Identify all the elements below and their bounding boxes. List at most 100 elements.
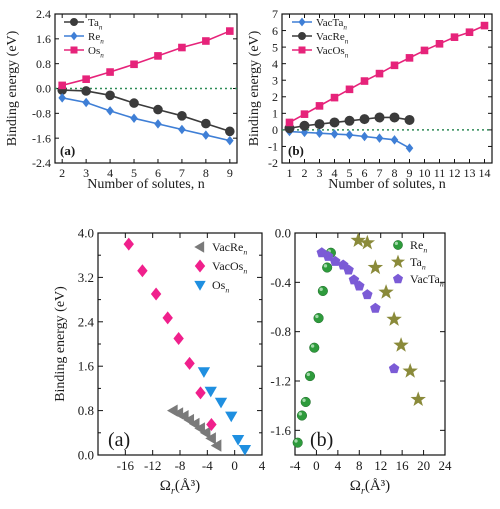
marker-diamond bbox=[315, 128, 324, 138]
x-tick-label: 8 bbox=[356, 458, 363, 473]
x-tick-label: 6 bbox=[155, 166, 161, 180]
y-tick-label: -1.2 bbox=[270, 374, 291, 389]
marker-square bbox=[202, 37, 210, 45]
marker-circle bbox=[201, 118, 211, 129]
marker-sphere-shine bbox=[306, 372, 310, 377]
legend-label: VacOsn bbox=[212, 259, 247, 276]
y-tick-label: 2.4 bbox=[36, 7, 51, 21]
marker-triangle-down bbox=[238, 444, 252, 456]
marker-pentagon bbox=[329, 255, 341, 266]
marker-circle bbox=[177, 111, 187, 121]
series-line bbox=[61, 30, 231, 87]
y-tick-label: -1.6 bbox=[32, 131, 51, 145]
marker-circle bbox=[329, 117, 340, 128]
marker-circle bbox=[374, 112, 385, 123]
marker-diamond bbox=[194, 259, 206, 273]
x-tick-label: -4 bbox=[202, 458, 213, 473]
x-tick-label: 2 bbox=[302, 166, 308, 180]
x-axis-label: Ωr(Å³) bbox=[350, 478, 390, 497]
x-axis-label-symbol: Ω bbox=[350, 478, 361, 494]
marker-square bbox=[360, 77, 369, 85]
x-tick-label: 10 bbox=[419, 166, 431, 180]
legend-label-main: VacTa bbox=[316, 17, 343, 29]
marker-diamond bbox=[345, 130, 354, 140]
marker-circle bbox=[344, 115, 355, 126]
x-tick-label: 20 bbox=[417, 458, 430, 473]
marker-star bbox=[386, 311, 402, 326]
marker-circle bbox=[225, 126, 235, 137]
x-tick-label: 4 bbox=[259, 458, 266, 473]
legend-label-main: VacOs bbox=[316, 45, 345, 57]
marker-circle bbox=[81, 86, 91, 96]
marker-pentagon bbox=[343, 264, 354, 275]
marker-pentagon bbox=[322, 250, 334, 261]
marker-square bbox=[154, 52, 162, 60]
marker-pentagon bbox=[388, 363, 400, 374]
marker-diamond bbox=[106, 106, 114, 116]
y-tick-label: 5 bbox=[272, 40, 278, 54]
marker-circle bbox=[298, 32, 306, 40]
marker-circle bbox=[314, 119, 325, 130]
marker-diamond bbox=[154, 119, 162, 129]
marker-square bbox=[70, 46, 78, 54]
marker-circle bbox=[105, 90, 115, 101]
legend-label: Osn bbox=[212, 278, 229, 295]
plot-frame bbox=[281, 13, 493, 164]
legend-label-main: Ta bbox=[88, 17, 99, 29]
y-tick-label: -2 bbox=[268, 156, 278, 170]
marker-triangle-left bbox=[199, 426, 211, 439]
x-tick-label: 24 bbox=[439, 458, 453, 473]
legend-label-sub: n bbox=[100, 51, 104, 59]
legend-label: Ren bbox=[88, 31, 104, 45]
marker-circle bbox=[153, 104, 163, 115]
legend-label: VacRen bbox=[212, 240, 247, 257]
legend-label: VacOsn bbox=[316, 45, 349, 59]
y-tick-label: 4.0 bbox=[78, 226, 94, 241]
marker-diamond bbox=[202, 130, 210, 140]
marker-triangle-left bbox=[205, 432, 216, 445]
marker-pentagon bbox=[354, 280, 365, 291]
marker-diamond bbox=[226, 135, 234, 146]
legend-label: VacTan bbox=[316, 17, 347, 31]
x-tick-label: 9 bbox=[407, 166, 413, 180]
marker-diamond bbox=[173, 331, 184, 345]
marker-square bbox=[106, 68, 114, 76]
x-tick-label: 3 bbox=[83, 166, 89, 180]
chart-top-right: 1 2 3 4 5 6 7 8 9 10 11 12 13 14-2-101234567VacTanVac… bbox=[247, 7, 493, 192]
panel-label: (a) bbox=[60, 143, 75, 158]
marker-triangle-down bbox=[197, 367, 211, 378]
marker-square bbox=[226, 27, 234, 35]
x-tick-label: 4 bbox=[332, 166, 338, 180]
x-axis-label: Number of solutes, n bbox=[87, 177, 204, 192]
marker-circle bbox=[389, 112, 400, 123]
marker-sphere bbox=[300, 396, 311, 408]
legend-label-main: VacRe bbox=[212, 240, 243, 254]
x-tick-label: 7 bbox=[377, 166, 383, 180]
marker-diamond bbox=[178, 124, 186, 135]
marker-diamond bbox=[298, 17, 306, 27]
marker-square bbox=[330, 93, 339, 102]
marker-sphere-shine bbox=[310, 344, 315, 348]
marker-pentagon bbox=[362, 289, 373, 300]
legend-label-main: VacOs bbox=[212, 259, 244, 273]
plot-frame bbox=[294, 232, 446, 456]
marker-diamond bbox=[184, 356, 195, 370]
marker-diamond bbox=[123, 237, 134, 251]
marker-diamond bbox=[70, 31, 78, 41]
legend-label-sub: n bbox=[422, 263, 426, 272]
marker-diamond bbox=[360, 131, 369, 142]
y-tick-label: -0.8 bbox=[32, 107, 51, 121]
y-axis-label: Binding energy (eV) bbox=[5, 30, 20, 146]
panel-label: (b) bbox=[288, 143, 304, 158]
marker-square bbox=[450, 33, 459, 41]
y-tick-label: -2.4 bbox=[32, 156, 51, 170]
y-tick-label: 2 bbox=[272, 90, 278, 104]
x-tick-label: 2 bbox=[59, 166, 65, 180]
marker-triangle-down bbox=[225, 411, 238, 423]
marker-diamond bbox=[137, 264, 148, 278]
legend-label: Ren bbox=[410, 238, 427, 255]
legend-label-sub: n bbox=[423, 246, 427, 255]
marker-square bbox=[82, 75, 90, 83]
x-tick-label: 0 bbox=[231, 458, 238, 473]
marker-triangle-left bbox=[210, 439, 222, 452]
